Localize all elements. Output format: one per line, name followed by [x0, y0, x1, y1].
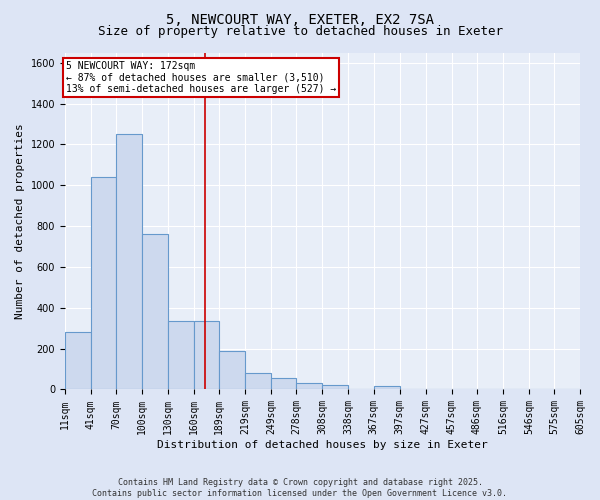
Text: Size of property relative to detached houses in Exeter: Size of property relative to detached ho…: [97, 25, 503, 38]
Bar: [219, 350, 245, 390]
Bar: [116, 134, 142, 390]
Bar: [271, 378, 296, 390]
Text: Contains HM Land Registry data © Crown copyright and database right 2025.
Contai: Contains HM Land Registry data © Crown c…: [92, 478, 508, 498]
Text: 5, NEWCOURT WAY, EXETER, EX2 7SA: 5, NEWCOURT WAY, EXETER, EX2 7SA: [166, 12, 434, 26]
Bar: [91, 177, 116, 390]
Bar: [65, 332, 91, 390]
Bar: [322, 386, 349, 390]
Bar: [142, 234, 168, 390]
Y-axis label: Number of detached properties: Number of detached properties: [15, 123, 25, 319]
X-axis label: Distribution of detached houses by size in Exeter: Distribution of detached houses by size …: [157, 440, 488, 450]
Bar: [245, 373, 271, 390]
Text: 5 NEWCOURT WAY: 172sqm
← 87% of detached houses are smaller (3,510)
13% of semi-: 5 NEWCOURT WAY: 172sqm ← 87% of detached…: [66, 61, 336, 94]
Bar: [374, 386, 400, 390]
Bar: [168, 321, 194, 390]
Bar: [194, 321, 219, 390]
Bar: [296, 384, 322, 390]
